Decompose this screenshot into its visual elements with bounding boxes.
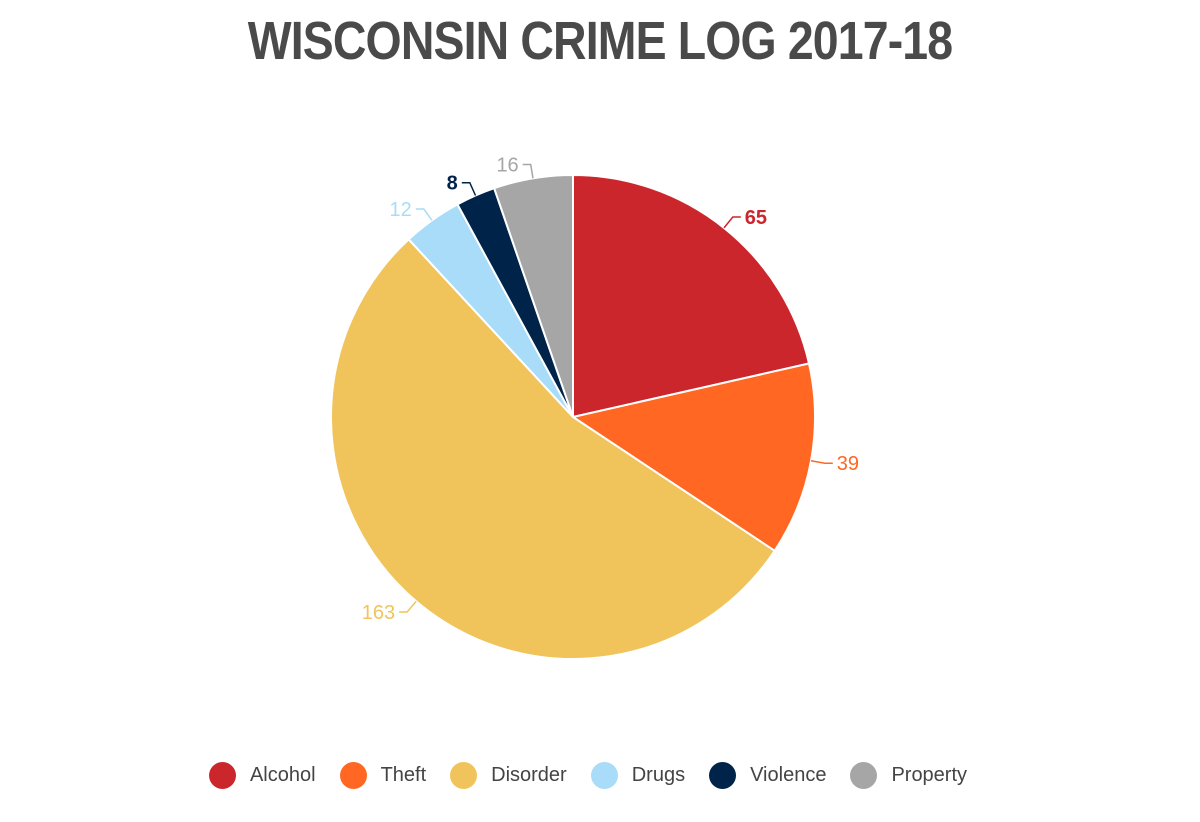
legend: Alcohol Theft Disorder Drugs Violence Pr…	[0, 758, 1200, 792]
legend-swatch-property	[850, 761, 878, 789]
legend-item-property[interactable]: Property	[850, 761, 991, 789]
legend-label-violence: Violence	[750, 763, 827, 786]
data-label-alcohol: 65	[745, 207, 767, 229]
leader-line-theft	[810, 459, 833, 464]
pie-data-labels: 65 39 163 12 8 16	[362, 155, 859, 625]
data-label-theft: 39	[837, 453, 859, 475]
legend-label-disorder: Disorder	[491, 763, 567, 786]
legend-item-theft[interactable]: Theft	[339, 761, 451, 789]
leader-line-violence	[461, 181, 477, 196]
legend-item-drugs[interactable]: Drugs	[590, 761, 709, 789]
data-label-disorder: 163	[362, 602, 395, 624]
legend-label-property: Property	[891, 763, 968, 786]
leader-line-disorder	[399, 600, 417, 613]
legend-swatch-alcohol	[208, 761, 236, 789]
leader-line-alcohol	[723, 216, 741, 229]
legend-swatch-disorder	[450, 761, 478, 789]
chart-title: WISCONSIN CRIME LOG 2017-18	[247, 11, 953, 71]
legend-item-disorder[interactable]: Disorder	[450, 761, 591, 789]
data-label-violence: 8	[447, 173, 458, 195]
pie-slices	[330, 174, 816, 660]
legend-item-violence[interactable]: Violence	[709, 761, 850, 789]
pie-slice-property[interactable]	[493, 174, 574, 418]
data-label-drugs: 12	[390, 199, 412, 221]
legend-swatch-violence	[709, 761, 737, 789]
legend-label-theft: Theft	[380, 763, 427, 786]
legend-label-drugs: Drugs	[631, 763, 686, 786]
leader-line-property	[522, 163, 534, 179]
legend-item-alcohol[interactable]: Alcohol	[208, 761, 340, 789]
legend-label-alcohol: Alcohol	[249, 763, 316, 786]
data-label-property: 16	[496, 155, 518, 177]
leader-line-drugs	[415, 208, 433, 221]
legend-swatch-theft	[339, 761, 367, 789]
legend-swatch-drugs	[590, 761, 618, 789]
